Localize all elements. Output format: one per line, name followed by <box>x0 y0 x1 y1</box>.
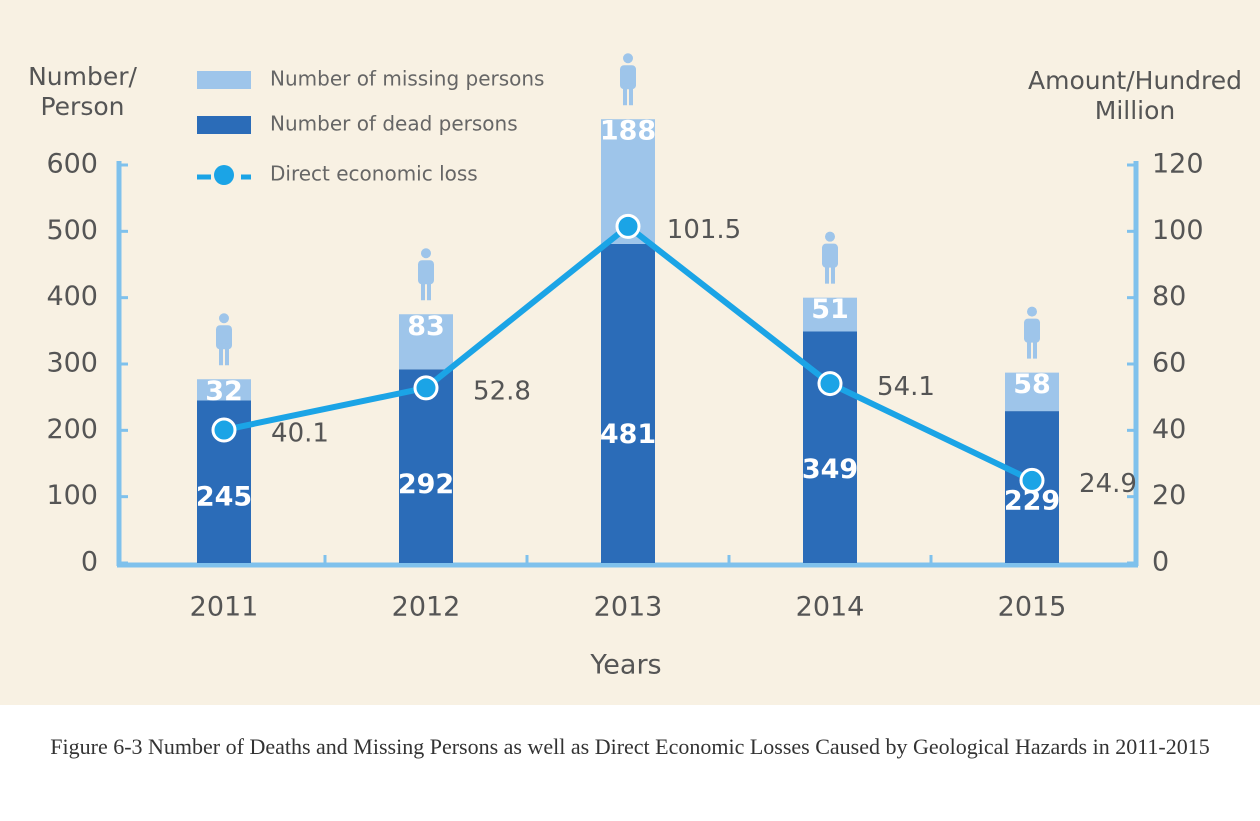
y2-tick-label: 120 <box>1152 149 1204 180</box>
person-icon <box>825 261 829 284</box>
y2-tick-label: 20 <box>1152 480 1186 511</box>
data-label: 24.9 <box>1079 469 1137 499</box>
y-tick-label: 100 <box>46 480 98 511</box>
y-tick-label: 0 <box>81 547 98 578</box>
bar <box>197 379 251 401</box>
y2-tick-label: 40 <box>1152 414 1186 445</box>
data-label: 481 <box>600 419 656 450</box>
person-icon <box>421 248 431 259</box>
person-icon <box>225 343 229 366</box>
legend-swatch <box>214 165 234 185</box>
person-icon <box>825 231 835 242</box>
bar <box>803 297 857 332</box>
y2-tick-label: 0 <box>1152 547 1169 578</box>
y-tick-label: 400 <box>46 281 98 312</box>
data-label: 349 <box>802 454 858 485</box>
person-icon <box>216 325 232 350</box>
bar <box>1005 372 1059 412</box>
person-icon <box>623 83 627 106</box>
data-label: 51 <box>811 294 849 325</box>
line-point <box>413 375 439 401</box>
person-icon <box>1027 336 1031 359</box>
data-label: 40.1 <box>271 419 329 449</box>
data-label: 101.5 <box>667 215 741 245</box>
y-tick-label: 300 <box>46 348 98 379</box>
data-label: 32 <box>205 376 243 407</box>
person-icon <box>427 278 431 301</box>
chart-title: Figure 6-3 Number of Deaths and Missing … <box>50 734 1210 759</box>
bar <box>399 369 453 563</box>
line-point <box>817 371 843 397</box>
person-icon <box>421 278 425 301</box>
y2-axis-title: Amount/Hundred Million <box>1027 66 1242 125</box>
person-icon <box>822 243 838 268</box>
x-tick-label: 2011 <box>190 592 259 623</box>
person-icon <box>219 343 223 366</box>
person-icon <box>629 83 633 106</box>
person-icon <box>219 313 229 324</box>
legend-label: Direct economic loss <box>270 162 478 186</box>
legend-swatch <box>197 71 251 89</box>
y-tick-label: 500 <box>46 215 98 246</box>
person-icon <box>623 53 633 64</box>
y-tick-label: 600 <box>46 149 98 180</box>
line-point <box>615 213 641 239</box>
person-icon <box>1033 336 1037 359</box>
data-label: 54.1 <box>877 372 935 402</box>
person-icon <box>1027 306 1037 317</box>
person-icon <box>418 260 434 285</box>
y-axis-title: Number/ Person <box>28 62 137 121</box>
data-label: 245 <box>196 481 252 512</box>
data-label: 58 <box>1013 369 1051 400</box>
data-label: 83 <box>407 311 445 342</box>
person-icon <box>620 65 636 90</box>
person-icon <box>1024 318 1040 343</box>
y2-tick-label: 60 <box>1152 348 1186 379</box>
x-tick-label: 2013 <box>594 592 663 623</box>
y2-tick-label: 80 <box>1152 281 1186 312</box>
line-point <box>1019 467 1045 493</box>
line-point <box>211 417 237 443</box>
x-tick-label: 2012 <box>392 592 461 623</box>
bar <box>399 314 453 370</box>
legend-swatch <box>197 116 251 134</box>
person-icon <box>831 261 835 284</box>
y2-tick-label: 100 <box>1152 215 1204 246</box>
x-tick-label: 2014 <box>796 592 865 623</box>
data-label: 188 <box>600 116 656 147</box>
y-tick-label: 200 <box>46 414 98 445</box>
legend-label: Number of dead persons <box>270 112 518 136</box>
x-axis-title: Years <box>589 650 661 681</box>
legend-label: Number of missing persons <box>270 67 544 91</box>
data-label: 52.8 <box>473 376 531 406</box>
bar <box>601 243 655 564</box>
x-tick-label: 2015 <box>998 592 1067 623</box>
data-label: 292 <box>398 469 454 500</box>
